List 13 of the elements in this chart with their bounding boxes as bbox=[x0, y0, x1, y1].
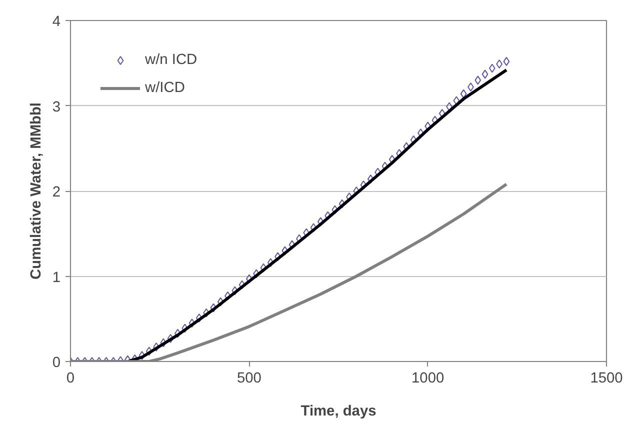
x-tick-label: 0 bbox=[66, 370, 75, 386]
x-axis-title: Time, days bbox=[300, 404, 376, 420]
y-tick-label: 1 bbox=[52, 270, 61, 286]
legend-label: w/n ICD bbox=[145, 52, 198, 68]
y-tick-label: 3 bbox=[52, 99, 61, 116]
x-tick-label: 500 bbox=[236, 370, 262, 386]
y-axis-title: Cumulative Water, MMbbl bbox=[28, 102, 44, 280]
x-tick-label: 1500 bbox=[590, 370, 623, 386]
y-tick-label: 4 bbox=[52, 14, 61, 30]
y-tick-label: 0 bbox=[52, 355, 61, 371]
y-tick-label: 2 bbox=[52, 184, 61, 200]
legend-label: w/ICD bbox=[145, 80, 185, 96]
x-tick-label: 1000 bbox=[412, 370, 444, 386]
